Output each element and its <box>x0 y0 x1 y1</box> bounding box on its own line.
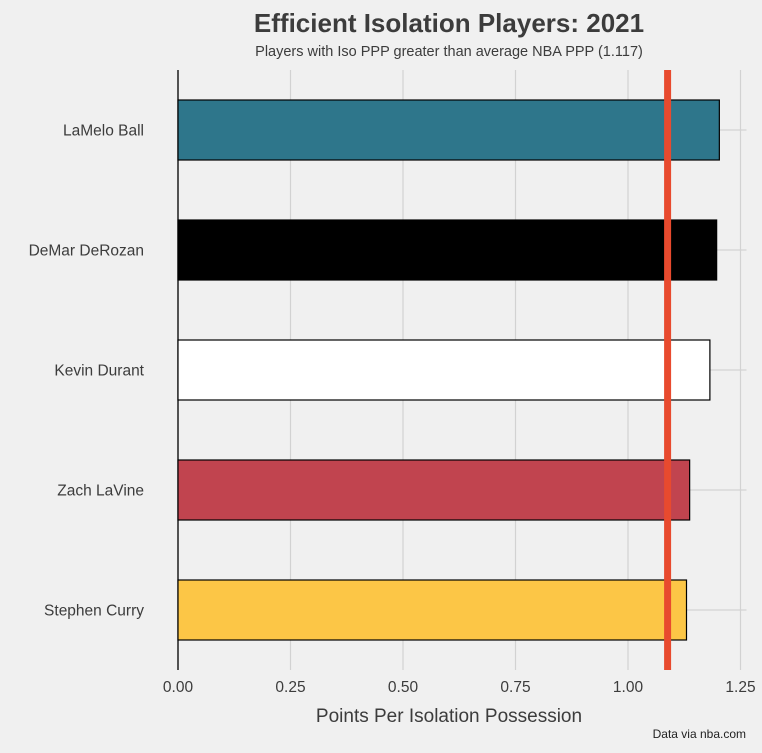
y-tick-label: Kevin Durant <box>54 363 144 380</box>
chart-subtitle: Players with Iso PPP greater than averag… <box>255 44 643 60</box>
x-tick-label: 1.00 <box>613 679 644 696</box>
y-tick-label: LaMelo Ball <box>63 123 144 140</box>
bars <box>177 99 720 641</box>
x-tick-label: 1.25 <box>725 679 755 696</box>
y-tick-label: Zach LaVine <box>57 483 144 500</box>
bar <box>177 579 688 641</box>
x-tick-label: 0.50 <box>388 679 419 696</box>
bar <box>177 99 720 161</box>
y-tick-labels: LaMelo Ball DeMar DeRozan Kevin Durant Zach… <box>29 123 145 620</box>
x-tick-label: 0.75 <box>500 679 530 696</box>
y-tick-label: DeMar DeRozan <box>29 243 144 260</box>
chart-title: Efficient Isolation Players: 2021 <box>253 8 645 38</box>
bar <box>177 459 691 521</box>
bar <box>177 339 711 401</box>
x-tick-labels: 0.00 0.25 0.50 0.75 1.00 1.25 <box>163 679 756 696</box>
x-tick-label: 0.25 <box>275 679 305 696</box>
x-axis-title: Points Per Isolation Possession <box>316 706 582 727</box>
source-caption: Data via nba.com <box>652 727 746 741</box>
y-tick-label: Stephen Curry <box>44 603 144 620</box>
x-tick-label: 0.00 <box>163 679 194 696</box>
bar <box>177 219 718 281</box>
